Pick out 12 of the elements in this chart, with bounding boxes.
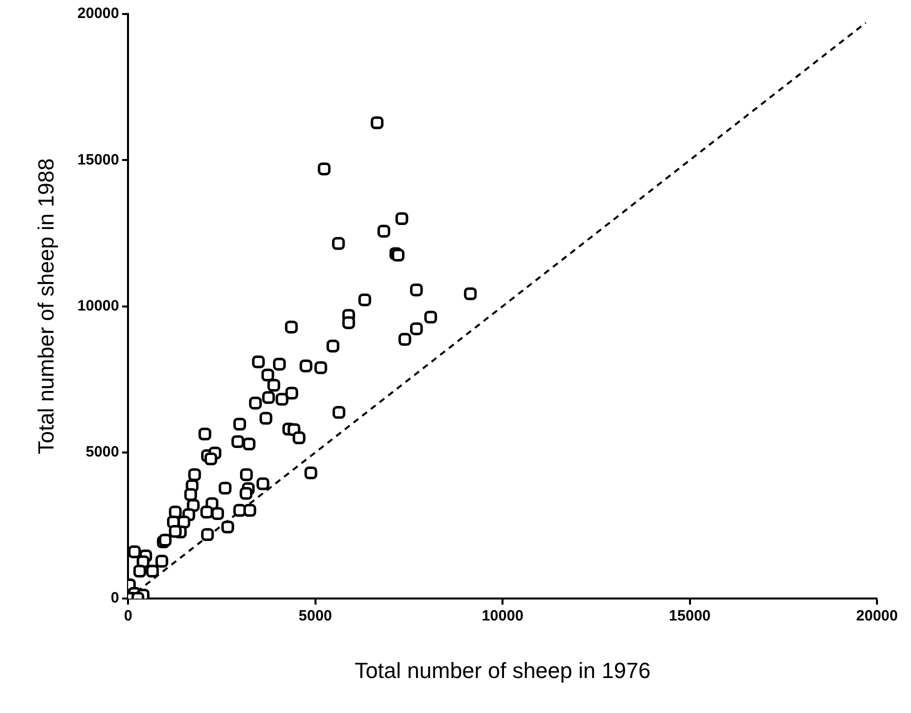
- x-tick-label: 10000: [482, 608, 524, 625]
- y-tick-label: 10000: [77, 297, 120, 314]
- x-tick-label: 15000: [668, 608, 711, 625]
- x-axis-title: Total number of sheep in 1976: [354, 658, 651, 683]
- x-tick-label: 20000: [856, 608, 898, 625]
- y-tick-label: 5000: [86, 444, 120, 461]
- y-tick-label: 15000: [77, 151, 120, 168]
- y-tick-label: 20000: [77, 5, 120, 22]
- y-axis-title: Total number of sheep in 1988: [33, 158, 58, 454]
- x-tick-label: 0: [124, 608, 132, 625]
- y-tick-label: 0: [110, 590, 120, 607]
- x-tick-label: 5000: [298, 608, 332, 625]
